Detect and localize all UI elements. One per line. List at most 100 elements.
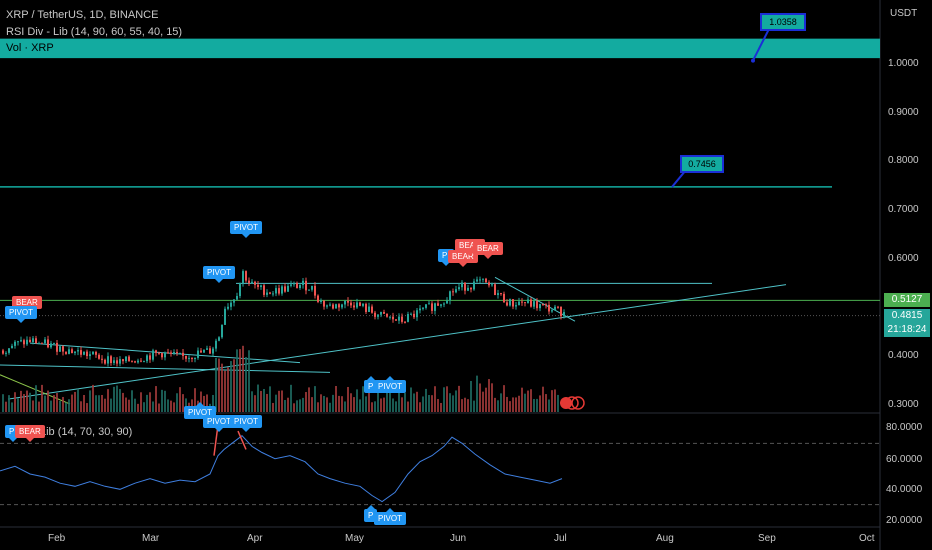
- volume-bar: [173, 402, 175, 412]
- candle-body: [215, 340, 217, 349]
- candle-body: [278, 288, 280, 294]
- candle-body: [41, 343, 43, 345]
- candle-body: [539, 304, 541, 309]
- lower-trendline: [0, 364, 331, 373]
- volume-bar: [254, 395, 256, 412]
- candle-body: [29, 339, 31, 343]
- volume-bar: [227, 367, 229, 412]
- volume-bar: [512, 397, 514, 412]
- candle-body: [479, 279, 481, 281]
- candle-body: [53, 342, 55, 344]
- candle-body: [560, 306, 562, 317]
- candle-body: [344, 300, 346, 305]
- candle-body: [314, 285, 316, 296]
- candle-body: [512, 299, 514, 307]
- rsi-panel-title[interactable]: Lib (14, 70, 30, 90): [40, 426, 133, 438]
- rsi-line: [0, 435, 563, 503]
- candle-body: [251, 281, 253, 284]
- volume-bar: [257, 384, 259, 412]
- target-callout-mid[interactable]: 0.7456: [680, 155, 724, 173]
- event-flag-icon: [565, 396, 579, 410]
- volume-bar: [476, 375, 478, 412]
- candle-body: [431, 303, 433, 311]
- currency-label: USDT: [890, 8, 918, 19]
- pivot-label: PIVOT: [5, 306, 38, 323]
- volume-bar: [437, 399, 439, 412]
- candle-body: [272, 293, 274, 295]
- volume-bar: [488, 379, 490, 412]
- candle-body: [188, 357, 190, 359]
- volume-bar: [323, 395, 325, 412]
- candle-body: [68, 349, 70, 354]
- candle-body: [362, 303, 364, 306]
- candle-body: [386, 313, 388, 317]
- price-tick: 0.4000: [888, 350, 919, 361]
- candle-body: [455, 289, 457, 293]
- candle-body: [257, 284, 259, 287]
- candle-body: [359, 302, 361, 306]
- volume-bar: [107, 389, 109, 412]
- volume-bar: [251, 391, 253, 412]
- candle-body: [62, 346, 64, 352]
- volume-bar: [134, 398, 136, 412]
- candle-body: [365, 303, 367, 312]
- volume-bar: [425, 388, 427, 412]
- candle-body: [275, 288, 277, 294]
- volume-bar: [473, 400, 475, 412]
- candle-body: [182, 352, 184, 356]
- volume-bar: [290, 384, 292, 412]
- candle-body: [419, 308, 421, 311]
- volume-bar: [113, 386, 115, 412]
- volume-bar: [542, 386, 544, 412]
- candle-body: [437, 303, 439, 306]
- candle-body: [446, 300, 448, 304]
- volume-bar: [521, 387, 523, 412]
- volume-bar: [242, 345, 244, 412]
- volume-bar: [515, 397, 517, 412]
- event-flag-icon: [571, 396, 585, 410]
- target-callout-top[interactable]: 1.0358: [760, 13, 806, 31]
- bear-label: BEAR: [473, 242, 503, 259]
- volume-bar: [239, 349, 241, 412]
- volume-bar: [176, 393, 178, 412]
- volume-bar: [62, 396, 64, 412]
- month-tick: Sep: [758, 533, 776, 544]
- volume-bar: [179, 387, 181, 412]
- volume-bar: [434, 386, 436, 412]
- candle-body: [260, 285, 262, 287]
- volume-title[interactable]: Vol · XRP: [6, 42, 54, 54]
- candle-body: [332, 304, 334, 309]
- candle-body: [230, 302, 232, 307]
- volume-bar: [467, 399, 469, 412]
- candle-body: [5, 352, 7, 354]
- candle-body: [320, 300, 322, 302]
- volume-bar: [320, 394, 322, 412]
- candle-body: [113, 360, 115, 363]
- candle-body: [125, 356, 127, 362]
- volume-bar: [146, 394, 148, 412]
- volume-bar: [548, 399, 550, 412]
- indicator-title[interactable]: RSI Div - Lib (14, 90, 60, 55, 40, 15): [6, 26, 183, 38]
- volume-bar: [506, 396, 508, 412]
- volume-bar: [347, 386, 349, 412]
- candle-body: [170, 352, 172, 354]
- candle-body: [527, 299, 529, 304]
- candle-body: [104, 359, 106, 364]
- volume-bar: [533, 398, 535, 412]
- volume-bar: [128, 399, 130, 412]
- candle-body: [50, 343, 52, 348]
- volume-bar: [140, 392, 142, 412]
- candle-body: [239, 283, 241, 297]
- candle-body: [224, 308, 226, 325]
- volume-bar: [185, 398, 187, 412]
- volume-bar: [479, 383, 481, 412]
- candle-body: [80, 350, 82, 355]
- volume-bar: [284, 399, 286, 412]
- volume-bar: [317, 402, 319, 412]
- volume-bar: [38, 401, 40, 412]
- volume-bar: [428, 395, 430, 412]
- volume-bar: [386, 385, 388, 412]
- candle-body: [191, 357, 193, 359]
- volume-bar: [17, 398, 19, 412]
